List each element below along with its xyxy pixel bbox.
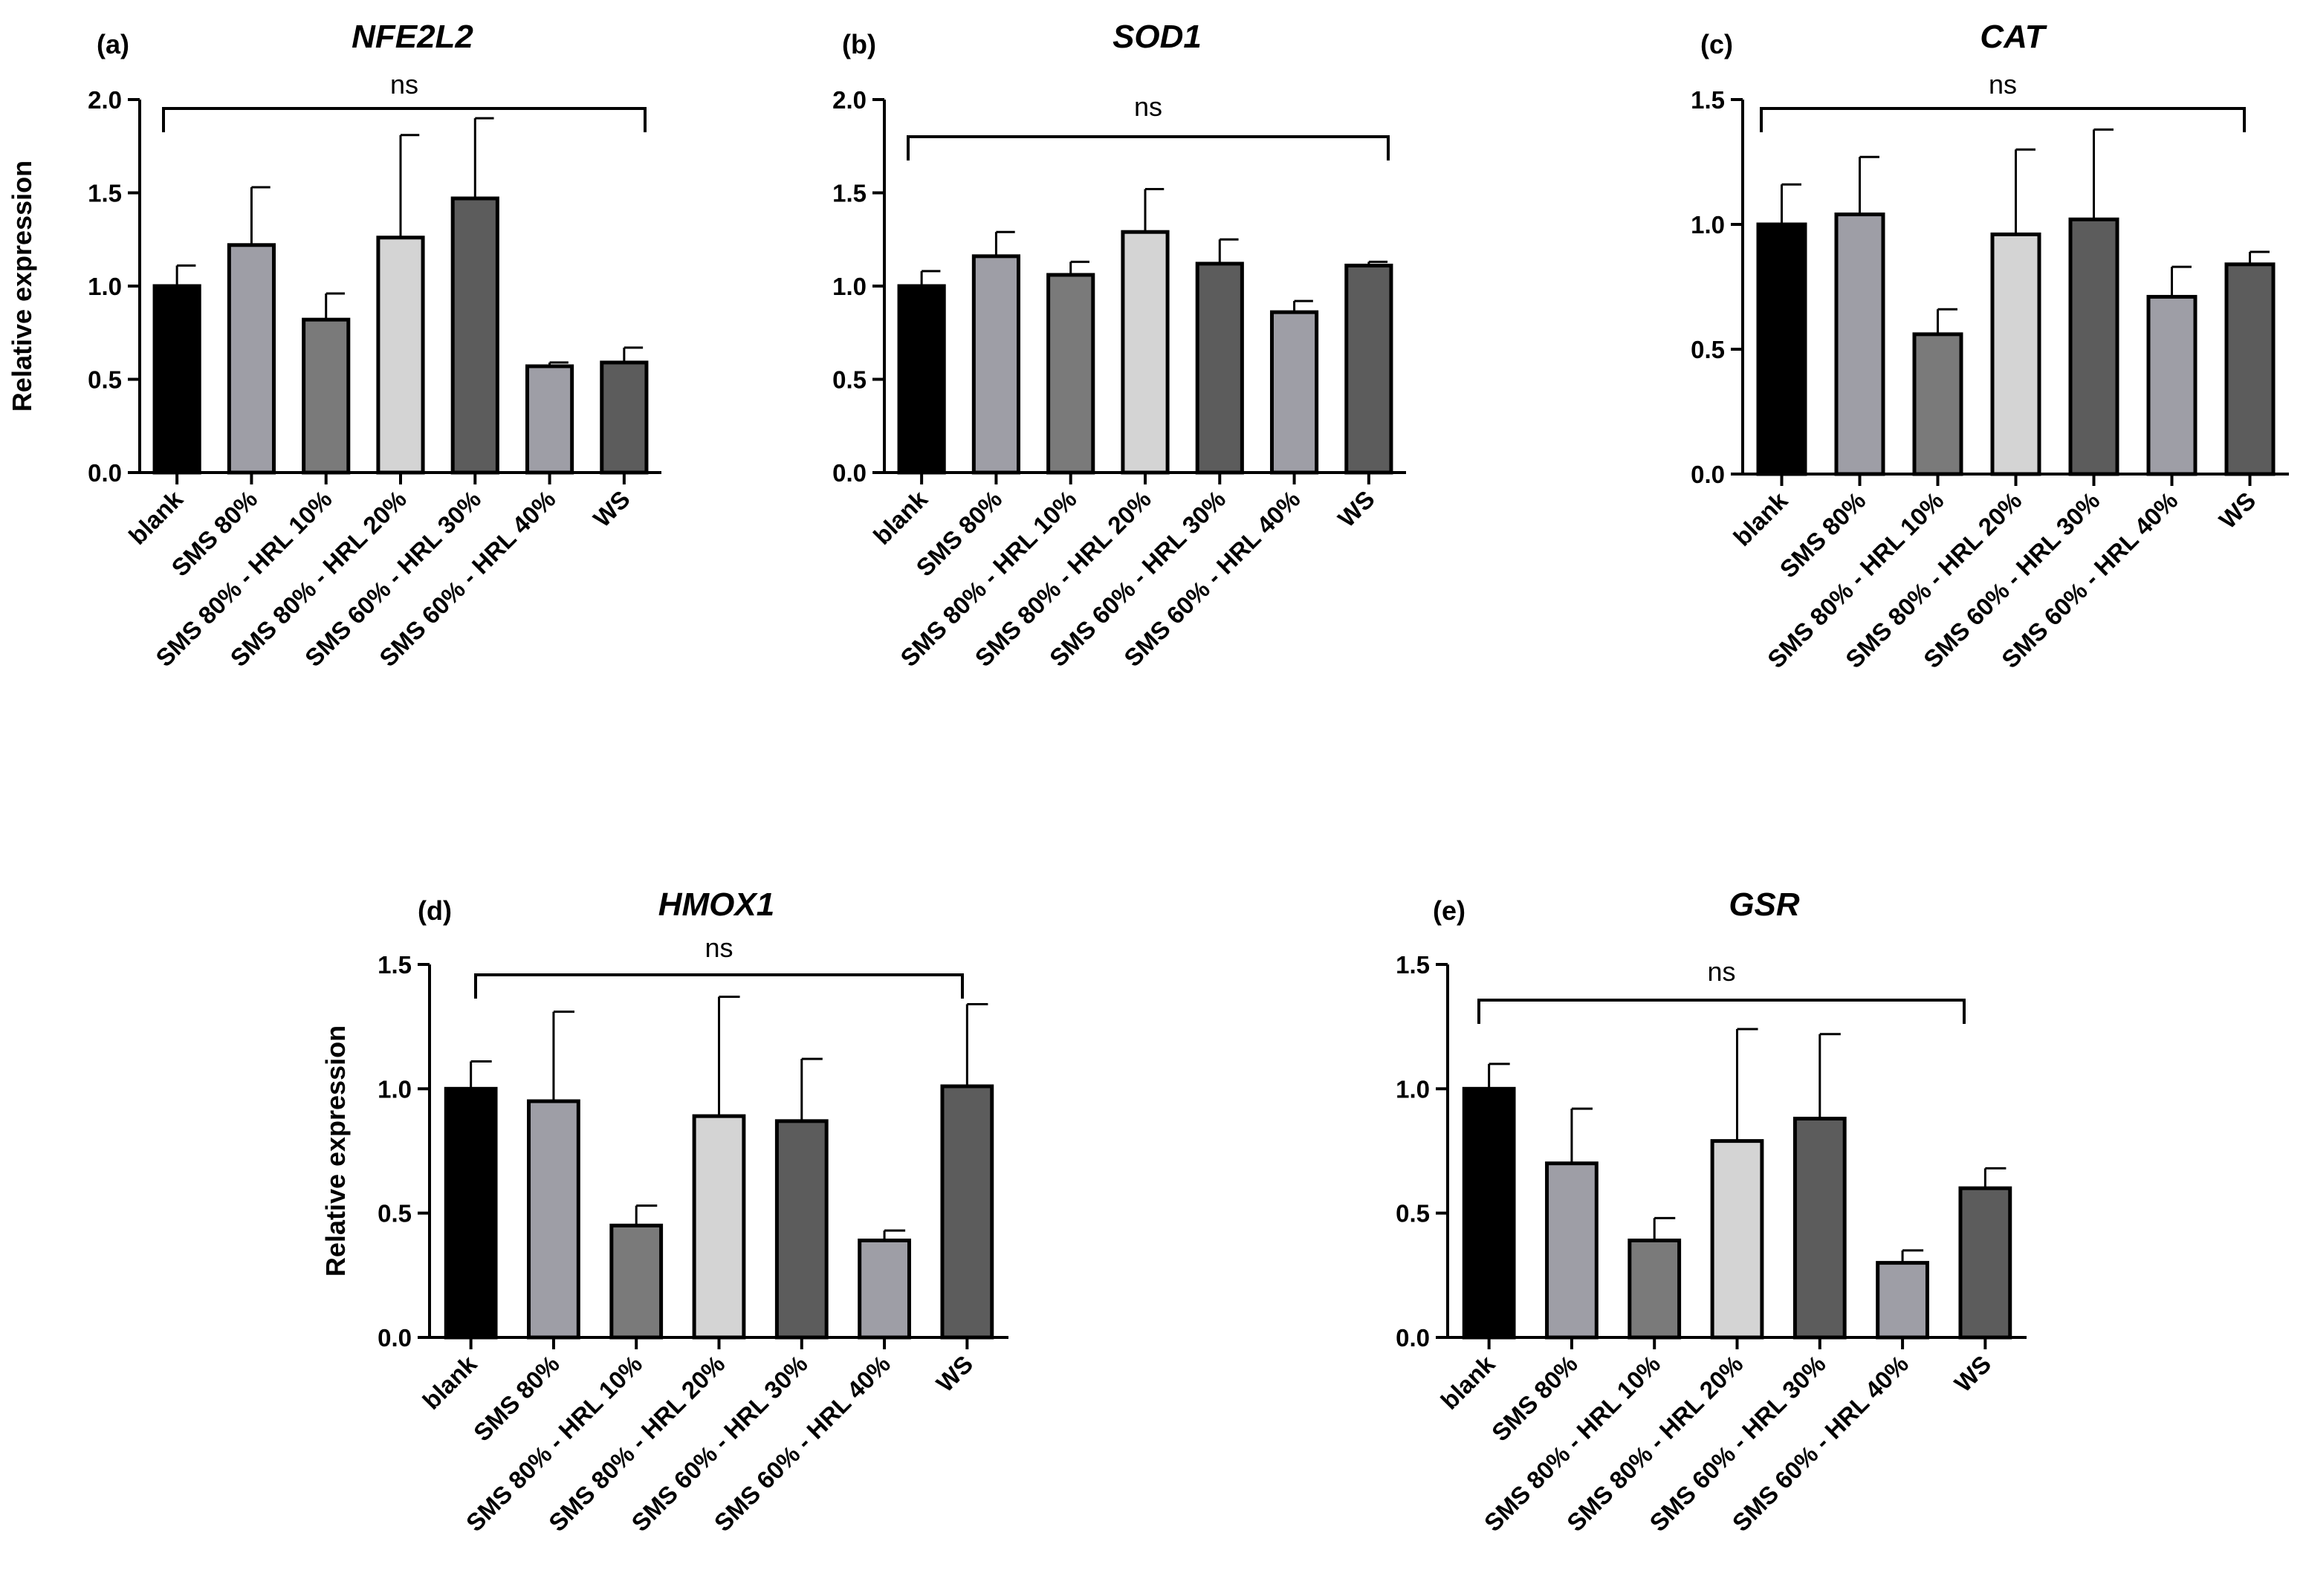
y-tick-label: 1.0	[1691, 211, 1725, 239]
bar	[2146, 294, 2197, 476]
bar	[897, 284, 946, 475]
panel-label: (e)	[1433, 895, 1465, 926]
bar	[940, 1084, 994, 1340]
x-tick-label: blank	[1728, 486, 1793, 551]
y-axis-title: Relative expression	[7, 160, 37, 412]
y-tick-label: 1.0	[88, 273, 122, 300]
panel-title: GSR	[1729, 886, 1800, 923]
bar	[450, 196, 499, 475]
bar	[227, 243, 276, 475]
y-tick-label: 0.5	[1691, 336, 1725, 363]
significance-label: ns	[1134, 91, 1162, 122]
significance-bracket	[474, 973, 964, 999]
y-tick-label: 0.0	[378, 1324, 412, 1352]
bar	[2224, 262, 2276, 476]
bar	[2068, 217, 2119, 476]
bar	[600, 360, 649, 475]
panel-label: (d)	[418, 895, 452, 926]
bar	[444, 1086, 498, 1340]
significance-label: ns	[1989, 69, 2017, 100]
bar	[1046, 273, 1095, 475]
x-tick-label: blank	[868, 484, 933, 550]
significance-bracket	[1477, 999, 1966, 1024]
significance-label: ns	[390, 69, 418, 100]
y-tick-label: 2.0	[832, 86, 867, 114]
significance-bracket	[1760, 107, 2246, 132]
y-tick-label: 1.5	[1691, 86, 1725, 114]
y-tick-label: 1.5	[378, 951, 412, 979]
y-tick-label: 1.0	[832, 273, 867, 300]
panel-label: (a)	[97, 29, 129, 59]
bar	[1195, 262, 1244, 475]
bar	[1344, 263, 1393, 475]
x-tick-label: blank	[1435, 1349, 1500, 1415]
x-tick-label: blank	[123, 484, 189, 550]
panel-label: (c)	[1700, 29, 1733, 59]
bar	[1545, 1161, 1599, 1340]
bar	[1121, 230, 1170, 475]
bar	[1876, 1261, 1929, 1340]
y-tick-label: 0.5	[832, 366, 867, 394]
chart-panel-d: (d) HMOX1 0.0 0.5 1.0 1.5 Relative expression b…	[320, 886, 1008, 1537]
bar	[609, 1223, 664, 1340]
y-tick-label: 0.0	[1691, 461, 1725, 488]
bar	[1990, 232, 2041, 476]
x-tick-label: WS	[588, 485, 635, 533]
bar	[152, 284, 201, 475]
bar	[1834, 213, 1885, 476]
bar	[971, 254, 1021, 475]
bar	[858, 1238, 911, 1340]
significance-bracket	[907, 135, 1390, 160]
bar	[525, 364, 574, 475]
x-tick-label: WS	[2214, 487, 2261, 534]
y-tick-label: 0.5	[1396, 1200, 1430, 1227]
y-tick-label: 1.0	[1396, 1075, 1430, 1103]
y-tick-label: 1.5	[1396, 951, 1430, 979]
significance-bracket	[162, 107, 647, 132]
panel-title: SOD1	[1112, 19, 1202, 55]
y-tick-label: 2.0	[88, 86, 122, 114]
panel-title: HMOX1	[658, 886, 774, 923]
bar	[692, 1114, 746, 1340]
bar	[1269, 310, 1319, 475]
significance-label: ns	[705, 932, 733, 963]
bar	[376, 236, 425, 475]
panel-title: NFE2L2	[352, 19, 473, 55]
y-tick-label: 0.5	[378, 1200, 412, 1227]
bar	[1462, 1086, 1516, 1340]
bar	[527, 1099, 580, 1340]
y-tick-label: 0.0	[832, 459, 867, 487]
x-tick-label: blank	[417, 1349, 482, 1415]
y-axis-title: Relative expression	[320, 1025, 351, 1277]
y-tick-label: 1.5	[88, 180, 122, 207]
y-tick-label: 0.0	[1396, 1324, 1430, 1352]
x-tick-label: WS	[1332, 485, 1380, 533]
significance-label: ns	[1707, 956, 1735, 987]
y-tick-label: 1.0	[378, 1075, 412, 1103]
panel-label: (b)	[842, 29, 876, 59]
y-tick-label: 0.0	[88, 459, 122, 487]
bar	[302, 317, 351, 475]
bar	[1792, 1116, 1847, 1340]
y-tick-label: 0.5	[88, 366, 122, 394]
x-tick-label: WS	[1949, 1350, 1997, 1398]
bar	[1628, 1238, 1682, 1340]
x-tick-label: WS	[931, 1350, 979, 1398]
chart-panel-a: (a) NFE2L2 0.0 0.5 1.0 1.5 2.0 Relative express…	[7, 19, 661, 672]
bar	[1958, 1186, 2012, 1340]
panel-title: CAT	[1980, 19, 2047, 55]
bar	[1756, 222, 1807, 476]
y-tick-label: 1.5	[832, 180, 867, 207]
bar	[774, 1119, 829, 1340]
bar	[1710, 1139, 1764, 1340]
bar	[1912, 332, 1963, 476]
